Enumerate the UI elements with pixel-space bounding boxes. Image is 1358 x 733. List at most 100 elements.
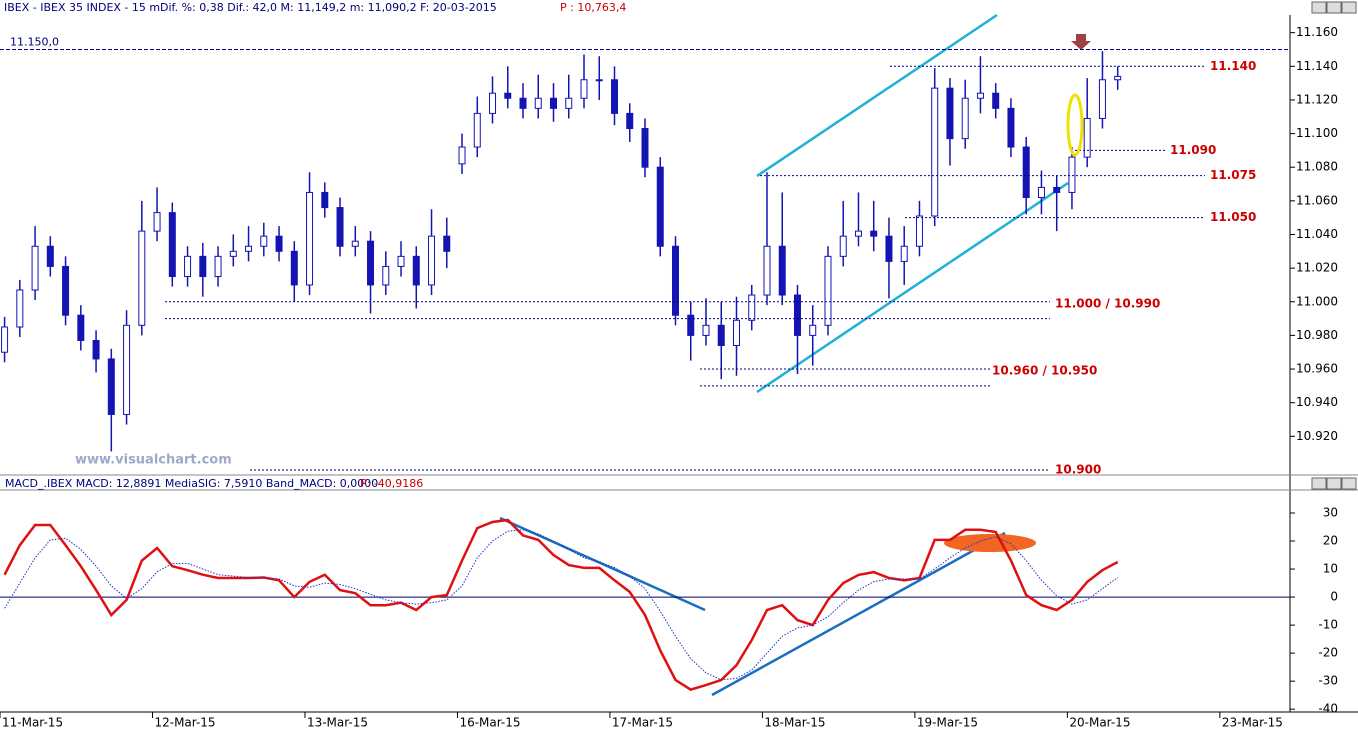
level-label: 10.900 xyxy=(1055,462,1101,476)
candle-body xyxy=(1,326,9,353)
y-tick-label: 11.120 xyxy=(1296,92,1338,106)
x-tick-label: 20-Mar-15 xyxy=(1069,716,1130,730)
level-label: 11.075 xyxy=(1210,168,1256,182)
channel-line xyxy=(756,181,1069,394)
candle-body xyxy=(1037,186,1045,198)
y-tick-label: 11.040 xyxy=(1296,227,1338,241)
x-tick-label: 18-Mar-15 xyxy=(764,716,825,730)
candle-body xyxy=(885,235,893,262)
candle-body xyxy=(443,235,451,252)
candle-body xyxy=(214,255,222,278)
header-instrument: IBEX - IBEX 35 INDEX - 15 m xyxy=(4,1,160,14)
y-tick-label: 20 xyxy=(1323,534,1338,548)
candle-body xyxy=(671,245,679,316)
candle-body xyxy=(1007,107,1015,148)
candle-body xyxy=(412,255,420,286)
candle-body xyxy=(107,358,115,415)
x-tick-label: 12-Mar-15 xyxy=(154,716,215,730)
x-tick-label: 17-Mar-15 xyxy=(612,716,673,730)
candle-body xyxy=(687,314,695,336)
candle-body xyxy=(428,235,436,286)
candle-body xyxy=(458,146,466,165)
y-tick-label: 10 xyxy=(1323,562,1338,576)
candle-body xyxy=(961,97,969,140)
candle-body xyxy=(793,294,801,336)
candle-body xyxy=(306,191,314,286)
trend-line xyxy=(711,531,1006,697)
y-tick-label: 11.080 xyxy=(1296,160,1338,174)
candle-body xyxy=(504,92,512,99)
candle-body xyxy=(16,289,24,328)
candle-body xyxy=(489,92,497,114)
y-tick-label: 10.920 xyxy=(1296,429,1338,443)
header-last: P : 10,763,4 xyxy=(560,1,626,14)
y-tick-label: 10.980 xyxy=(1296,328,1338,342)
candle-body xyxy=(778,245,786,296)
candle-body xyxy=(702,324,710,336)
candle-body xyxy=(382,265,390,286)
level-label: 11.140 xyxy=(1210,59,1256,73)
candle-body xyxy=(77,314,85,341)
level-label: 11.050 xyxy=(1210,210,1256,224)
candle-body xyxy=(565,97,573,109)
candle-body xyxy=(519,97,527,109)
candle-body xyxy=(717,324,725,346)
candle-body xyxy=(138,230,146,326)
level-label: 11.000 / 10.990 xyxy=(1055,296,1160,310)
candle-body xyxy=(854,230,862,237)
candles xyxy=(1,51,1122,452)
candle-body xyxy=(1022,146,1030,198)
y-tick-label: 0 xyxy=(1330,590,1338,604)
maximize-button[interactable] xyxy=(1326,477,1342,490)
channel-line xyxy=(756,13,998,178)
arrow-marker xyxy=(1071,34,1091,50)
candle-body xyxy=(275,235,283,252)
highlight-ellipse xyxy=(1066,93,1084,157)
candle-body xyxy=(473,112,481,148)
y-tick-label: -10 xyxy=(1318,618,1338,632)
close-button[interactable] xyxy=(1341,1,1357,14)
candle-body xyxy=(763,245,771,296)
y-tick-label: -20 xyxy=(1318,646,1338,660)
candle-body xyxy=(46,245,54,267)
candle-body xyxy=(656,166,664,247)
candle-body xyxy=(290,250,298,286)
y-tick-label: -30 xyxy=(1318,674,1338,688)
candle-body xyxy=(595,79,603,82)
candle-body xyxy=(397,255,405,267)
candle-body xyxy=(732,319,740,346)
candle-body xyxy=(870,230,878,237)
x-tick-label: 16-Mar-15 xyxy=(459,716,520,730)
candle-body xyxy=(809,324,817,336)
candle-body xyxy=(976,92,984,99)
close-button[interactable] xyxy=(1341,477,1357,490)
candle-body xyxy=(229,250,237,257)
candle-body xyxy=(626,112,634,130)
x-tick-label: 19-Mar-15 xyxy=(917,716,978,730)
y-tick-label: 11.140 xyxy=(1296,59,1338,73)
x-tick-label: 13-Mar-15 xyxy=(307,716,368,730)
window-buttons[interactable] xyxy=(1311,1,1357,490)
maximize-button[interactable] xyxy=(1326,1,1342,14)
y-tick-label: 11.000 xyxy=(1296,294,1338,308)
candle-body xyxy=(31,245,39,291)
candle-body xyxy=(824,255,832,326)
candle-body xyxy=(641,128,649,168)
macd-line xyxy=(3,518,1119,691)
candle-body xyxy=(534,97,542,109)
watermark: www.visualchart.com xyxy=(75,453,232,468)
minimize-button[interactable] xyxy=(1311,477,1327,490)
candle-body xyxy=(184,255,192,278)
macd-subtitle: P: -40,9186 xyxy=(360,477,423,490)
candle-body xyxy=(260,235,268,247)
candle-body xyxy=(550,97,558,109)
candle-body xyxy=(351,240,359,247)
highlight-ellipse xyxy=(944,534,1036,552)
candle-body xyxy=(992,92,1000,109)
x-tick-label: 23-Mar-15 xyxy=(1222,716,1283,730)
candle-body xyxy=(1114,75,1122,81)
candle-body xyxy=(123,324,131,415)
minimize-button[interactable] xyxy=(1311,1,1327,14)
candle-body xyxy=(1098,79,1106,119)
